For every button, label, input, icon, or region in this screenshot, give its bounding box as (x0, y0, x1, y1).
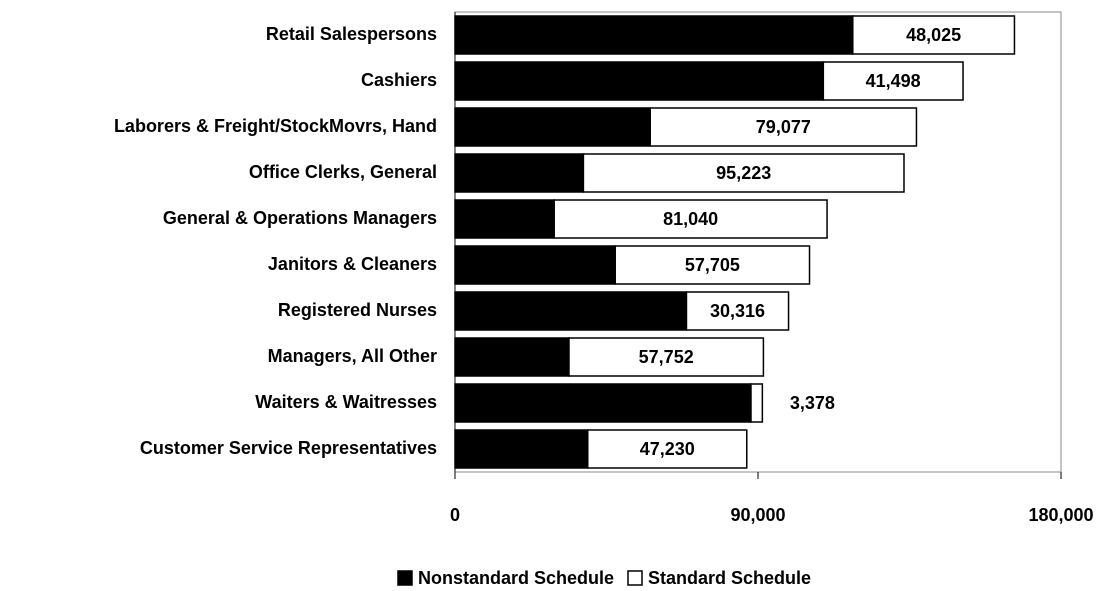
data-label: 109,403 (607, 71, 672, 91)
y-tick-label: Laborers & Freight/StockMovrs, Hand (114, 116, 437, 136)
data-label: 87,915 (575, 393, 630, 413)
legend-label: Standard Schedule (648, 568, 811, 588)
x-tick-label: 180,000 (1028, 505, 1093, 525)
y-tick-label: Managers, All Other (268, 346, 437, 366)
bar-segment (454, 429, 589, 469)
bar-segment (582, 153, 905, 193)
bar-segment (454, 337, 570, 377)
legend-label: Nonstandard Schedule (418, 568, 614, 588)
y-tick-label: General & Operations Managers (163, 208, 437, 228)
data-label: 57,705 (685, 255, 740, 275)
bar-segment (454, 107, 651, 147)
data-label: 38,142 (492, 163, 547, 183)
data-label: 48,025 (906, 25, 961, 45)
data-label: 39,430 (494, 439, 549, 459)
bar-segment (568, 337, 765, 377)
data-label: 30,316 (710, 301, 765, 321)
data-label: 81,040 (663, 209, 718, 229)
data-label: 118,150 (622, 25, 686, 45)
bar-segment (649, 107, 918, 147)
data-label: 95,223 (716, 163, 771, 183)
bar-segment (454, 291, 688, 331)
data-label: 57,752 (639, 347, 694, 367)
data-label: 33,854 (484, 347, 539, 367)
data-label: 57,989 (525, 117, 580, 137)
data-label: 68,757 (543, 301, 598, 321)
bar-segment (852, 15, 1016, 55)
y-tick-label: Office Clerks, General (249, 162, 437, 182)
data-label: 79,077 (756, 117, 811, 137)
y-tick-label: Janitors & Cleaners (268, 254, 437, 274)
x-tick-label: 0 (450, 505, 460, 525)
bar-segment (454, 199, 555, 239)
legend-swatch (397, 570, 413, 586)
bar-segment (553, 199, 828, 239)
bar-segment (586, 429, 748, 469)
y-tick-label: Registered Nurses (278, 300, 437, 320)
y-tick-label: Retail Salespersons (266, 24, 437, 44)
bar-segment (750, 383, 764, 423)
y-tick-label: Customer Service Representatives (140, 438, 437, 458)
data-label: 41,498 (866, 71, 921, 91)
data-label: 29,469 (477, 209, 532, 229)
bar-segment (614, 245, 811, 285)
data-label: 3,378 (790, 393, 835, 413)
y-tick-label: Waiters & Waitresses (255, 392, 437, 412)
bar-segment (454, 15, 854, 55)
bar-segment (454, 383, 752, 423)
bar-segment (822, 61, 964, 101)
bar-segment (685, 291, 790, 331)
data-label: 47,230 (640, 439, 695, 459)
data-label: 47,597 (508, 255, 563, 275)
y-tick-label: Cashiers (361, 70, 437, 90)
legend-swatch (627, 570, 643, 586)
x-tick-label: 90,000 (730, 505, 785, 525)
